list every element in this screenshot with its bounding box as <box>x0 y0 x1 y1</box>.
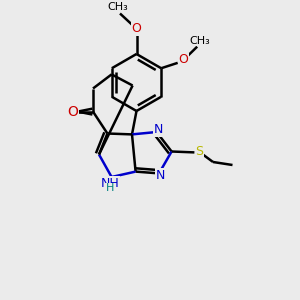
Text: NH: NH <box>101 177 119 190</box>
Text: H: H <box>106 183 114 194</box>
Text: O: O <box>179 53 189 66</box>
Text: CH₃: CH₃ <box>189 36 210 46</box>
Text: S: S <box>195 145 203 158</box>
Text: O: O <box>67 105 78 118</box>
Text: N: N <box>153 123 163 136</box>
Text: N: N <box>156 169 165 182</box>
Text: O: O <box>132 22 141 35</box>
Text: CH₃: CH₃ <box>107 2 128 12</box>
